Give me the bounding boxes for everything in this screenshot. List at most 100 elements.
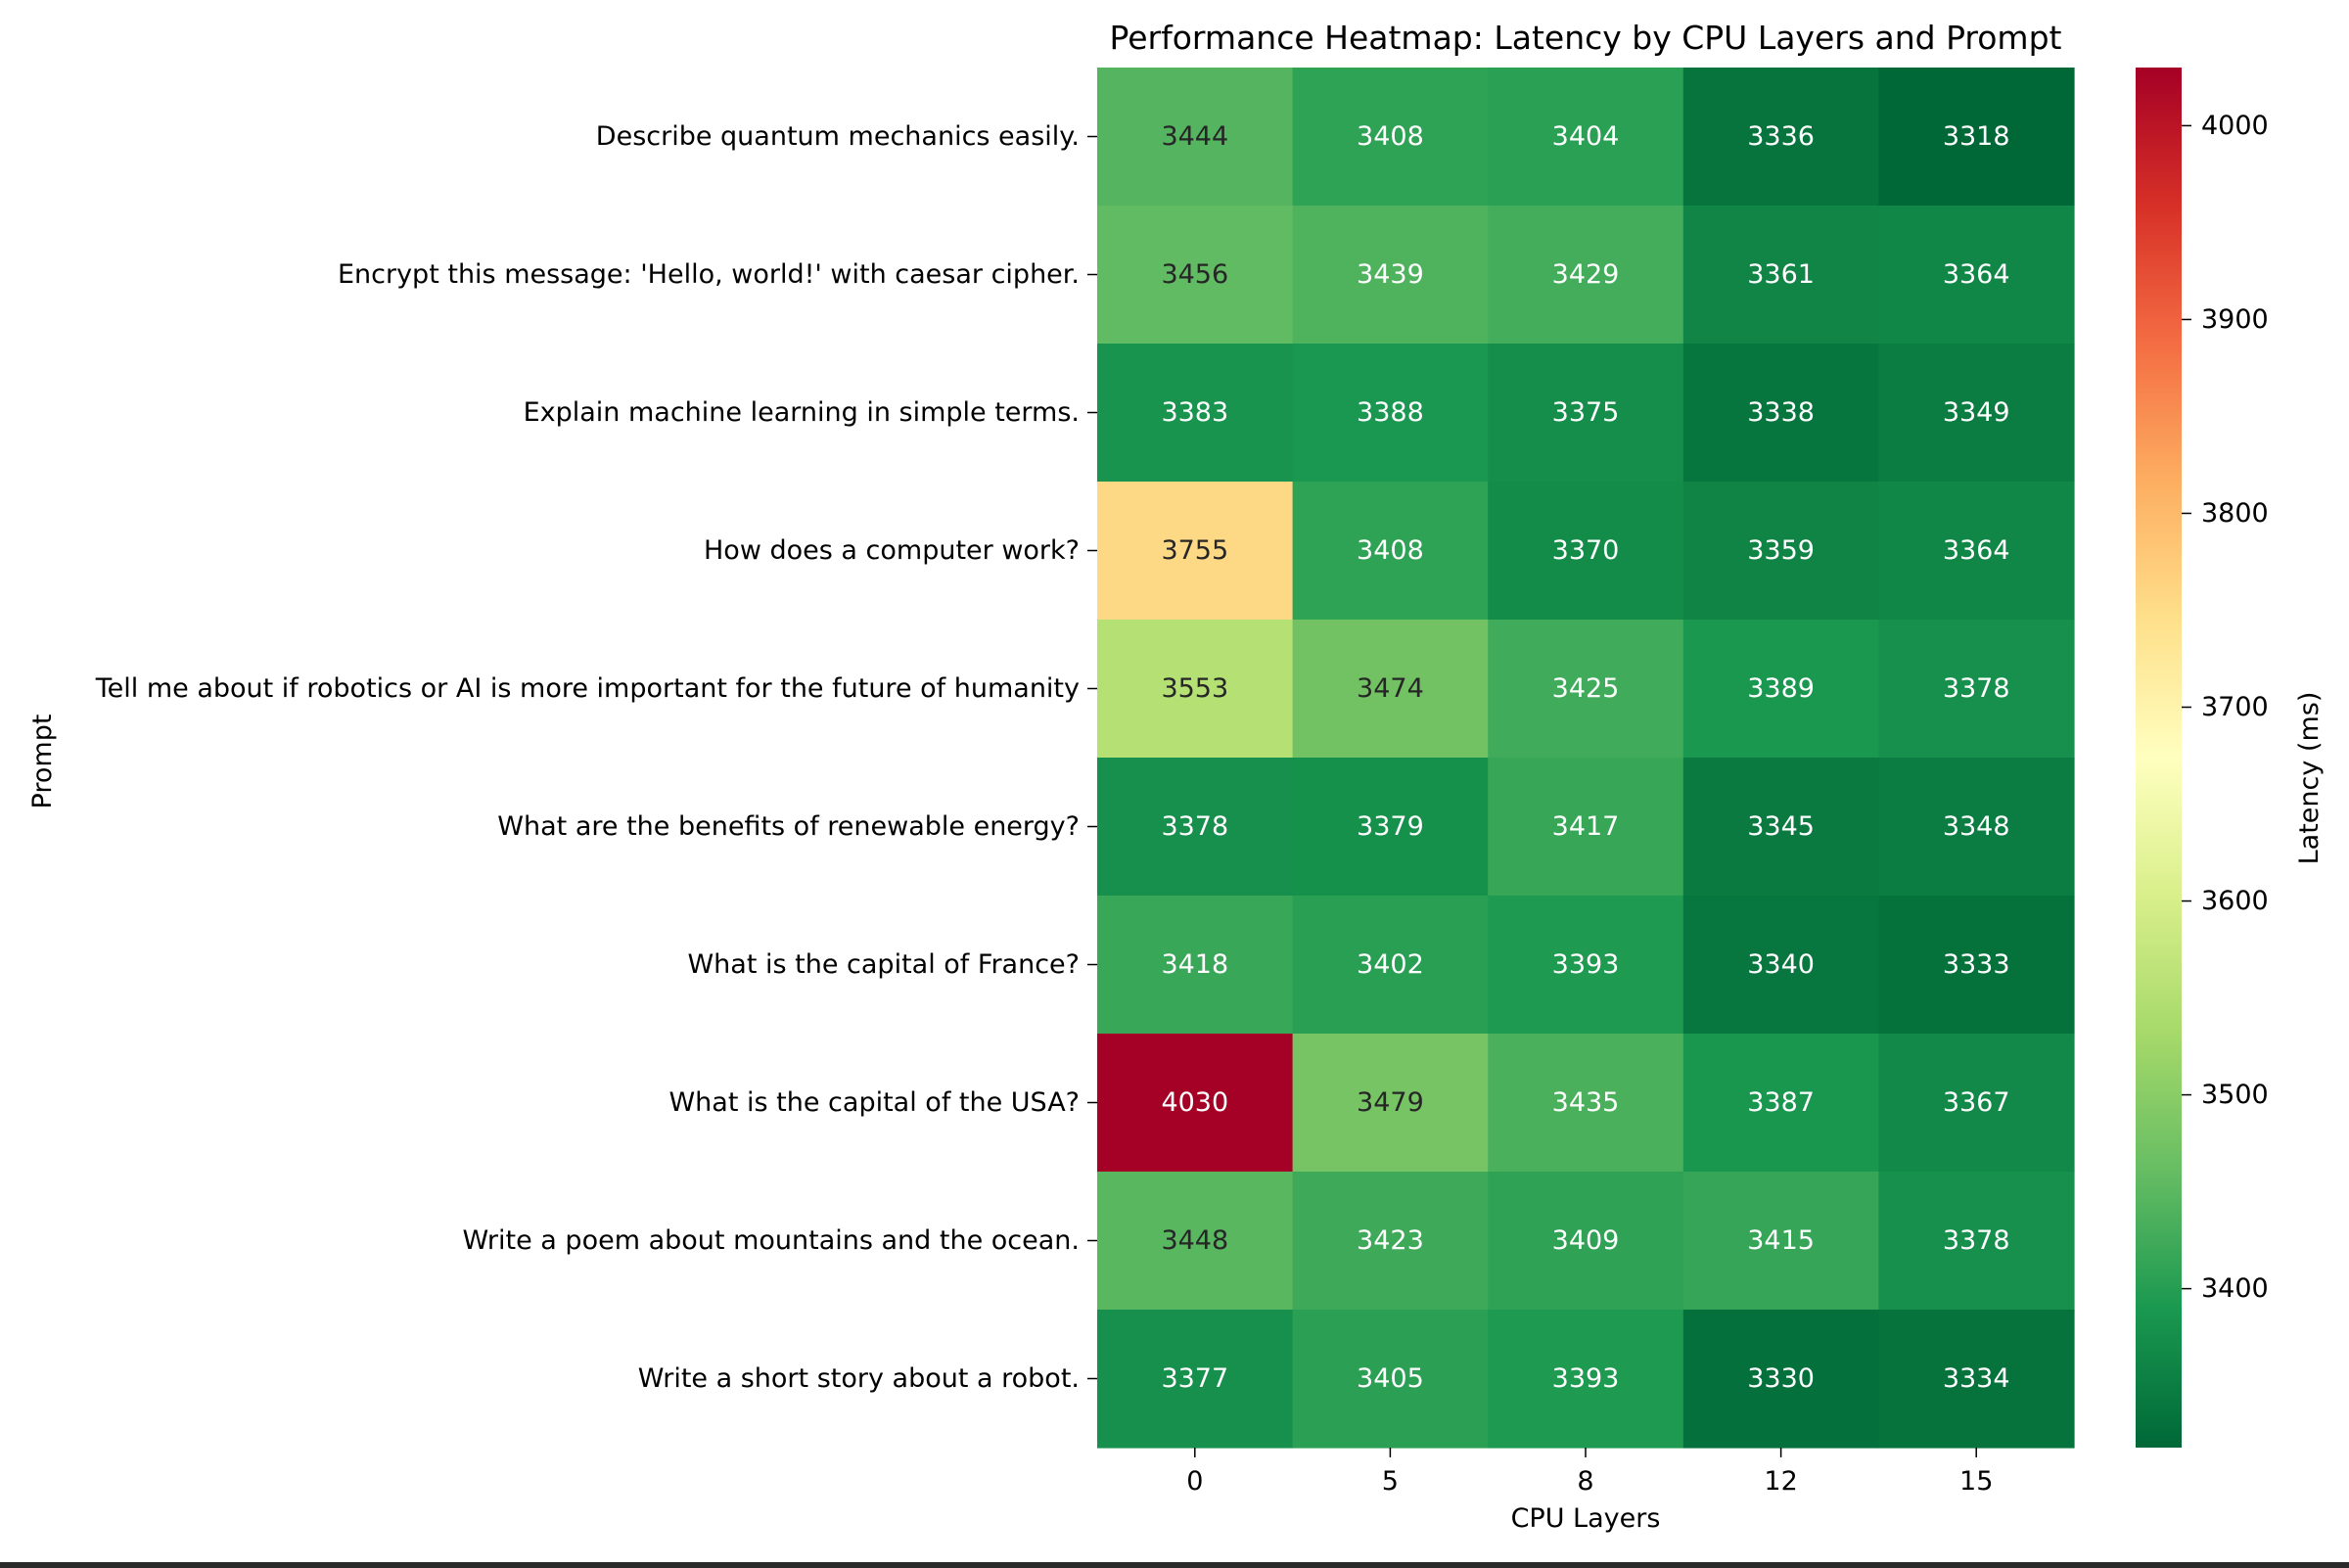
cell-value-label: 3333 [1943,949,2010,980]
colorbar: 3400 3500 3600 3700 3800 3900 4000 [2136,68,2269,1448]
y-tick-label: Write a short story about a robot. [638,1363,1080,1394]
heatmap-cell [1292,1172,1489,1311]
heatmap-cell [1488,1034,1684,1173]
heatmap-cell [1878,620,2075,759]
heatmap-cell [1878,1172,2075,1311]
colorbar-tick-label: 3700 [2201,692,2269,722]
colorbar-tick-label: 3900 [2201,304,2269,335]
cell-value-label: 3408 [1357,535,1424,566]
x-tick-label: 15 [1959,1466,1993,1497]
cell-value-label: 3378 [1161,811,1228,842]
cell-value-label: 3367 [1943,1087,2010,1118]
cell-value-label: 3370 [1552,535,1620,566]
window-bottom-edge [0,1562,2349,1568]
heatmap-cells: 3444 3408 3404 3336 3318 3456 3439 3429 3361 3364… [1097,68,2075,1449]
cell-value-label: 3378 [1943,1225,2010,1256]
heatmap-cell [1488,206,1684,345]
heatmap-cell [1682,68,1879,207]
colorbar-label: Latency (ms) [2294,692,2325,865]
heatmap-cell [1488,896,1684,1035]
cell-value-label: 3393 [1552,1363,1620,1394]
cell-value-label: 3474 [1357,673,1424,704]
heatmap-cell [1097,896,1294,1035]
heatmap-cell [1488,68,1684,207]
cell-value-label: 3393 [1552,949,1620,980]
heatmap-cell [1878,482,2075,621]
heatmap-cell [1097,758,1294,897]
cell-value-label: 3345 [1747,811,1815,842]
y-tick-label: How does a computer work? [704,535,1080,566]
heatmap-cell [1097,1034,1294,1173]
y-tick-label: Write a poem about mountains and the oce… [462,1225,1080,1256]
heatmap-cell [1292,206,1489,345]
heatmap-cell [1488,758,1684,897]
heatmap-cell [1488,344,1684,483]
cell-value-label: 3408 [1357,121,1424,152]
heatmap-cell [1488,1172,1684,1311]
heatmap-cell [1682,344,1879,483]
cell-value-label: 3383 [1161,397,1228,428]
cell-value-label: 3439 [1357,259,1424,290]
cell-value-label: 3402 [1357,949,1424,980]
cell-value-label: 3389 [1747,673,1815,704]
y-tick-label: What is the capital of the USA? [668,1087,1080,1118]
heatmap-cell [1292,344,1489,483]
cell-value-label: 3334 [1943,1363,2010,1394]
heatmap-cell [1878,758,2075,897]
heatmap-cell [1292,896,1489,1035]
y-tick-label: Encrypt this message: 'Hello, world!' wi… [338,259,1080,290]
heatmap-cell [1292,1034,1489,1173]
cell-value-label: 3755 [1161,535,1228,566]
cell-value-label: 4030 [1161,1087,1228,1118]
heatmap-cell [1878,206,2075,345]
cell-value-label: 3330 [1747,1363,1815,1394]
cell-value-label: 3415 [1747,1225,1815,1256]
x-tick-label: 5 [1382,1466,1399,1497]
heatmap-cell [1097,206,1294,345]
cell-value-label: 3375 [1552,397,1620,428]
cell-value-label: 3387 [1747,1087,1815,1118]
heatmap-cell [1682,1172,1879,1311]
cell-value-label: 3364 [1943,259,2010,290]
y-tick-label: What are the benefits of renewable energ… [497,811,1080,842]
cell-value-label: 3359 [1747,535,1815,566]
y-axis-label: Prompt [27,715,58,809]
cell-value-label: 3378 [1943,673,2010,704]
cell-value-label: 3318 [1943,121,2010,152]
cell-value-label: 3388 [1357,397,1424,428]
colorbar-tick-label: 3400 [2201,1273,2269,1304]
heatmap-cell [1682,620,1879,759]
colorbar-tick-label: 3800 [2201,498,2269,529]
cell-value-label: 3340 [1747,949,1815,980]
cell-value-label: 3417 [1552,811,1620,842]
heatmap-cell [1682,1034,1879,1173]
y-tick-label: Tell me about if robotics or AI is more … [95,673,1080,704]
cell-value-label: 3405 [1357,1363,1424,1394]
cell-value-label: 3418 [1161,949,1228,980]
heatmap-cell [1292,758,1489,897]
heatmap-cell [1488,620,1684,759]
cell-value-label: 3435 [1552,1087,1620,1118]
heatmap-cell [1878,1034,2075,1173]
cell-value-label: 3404 [1552,121,1620,152]
heatmap-cell [1292,68,1489,207]
colorbar-tick-label: 3500 [2201,1080,2269,1110]
heatmap-cell [1682,206,1879,345]
cell-value-label: 3444 [1161,121,1228,152]
heatmap-cell [1097,482,1294,621]
cell-value-label: 3456 [1161,259,1228,290]
cell-value-label: 3361 [1747,259,1815,290]
cell-value-label: 3379 [1357,811,1424,842]
x-tick-labels: 0 5 8 12 15 [1186,1448,1993,1497]
heatmap-cell [1292,1310,1489,1449]
heatmap-cell [1097,344,1294,483]
x-tick-label: 0 [1186,1466,1203,1497]
colorbar-tick-label: 4000 [2201,111,2269,141]
cell-value-label: 3479 [1357,1087,1424,1118]
heatmap-cell [1097,68,1294,207]
x-tick-label: 8 [1577,1466,1593,1497]
colorbar-gradient [2136,68,2182,1448]
heatmap-cell [1682,1310,1879,1449]
heatmap-cell [1878,344,2075,483]
